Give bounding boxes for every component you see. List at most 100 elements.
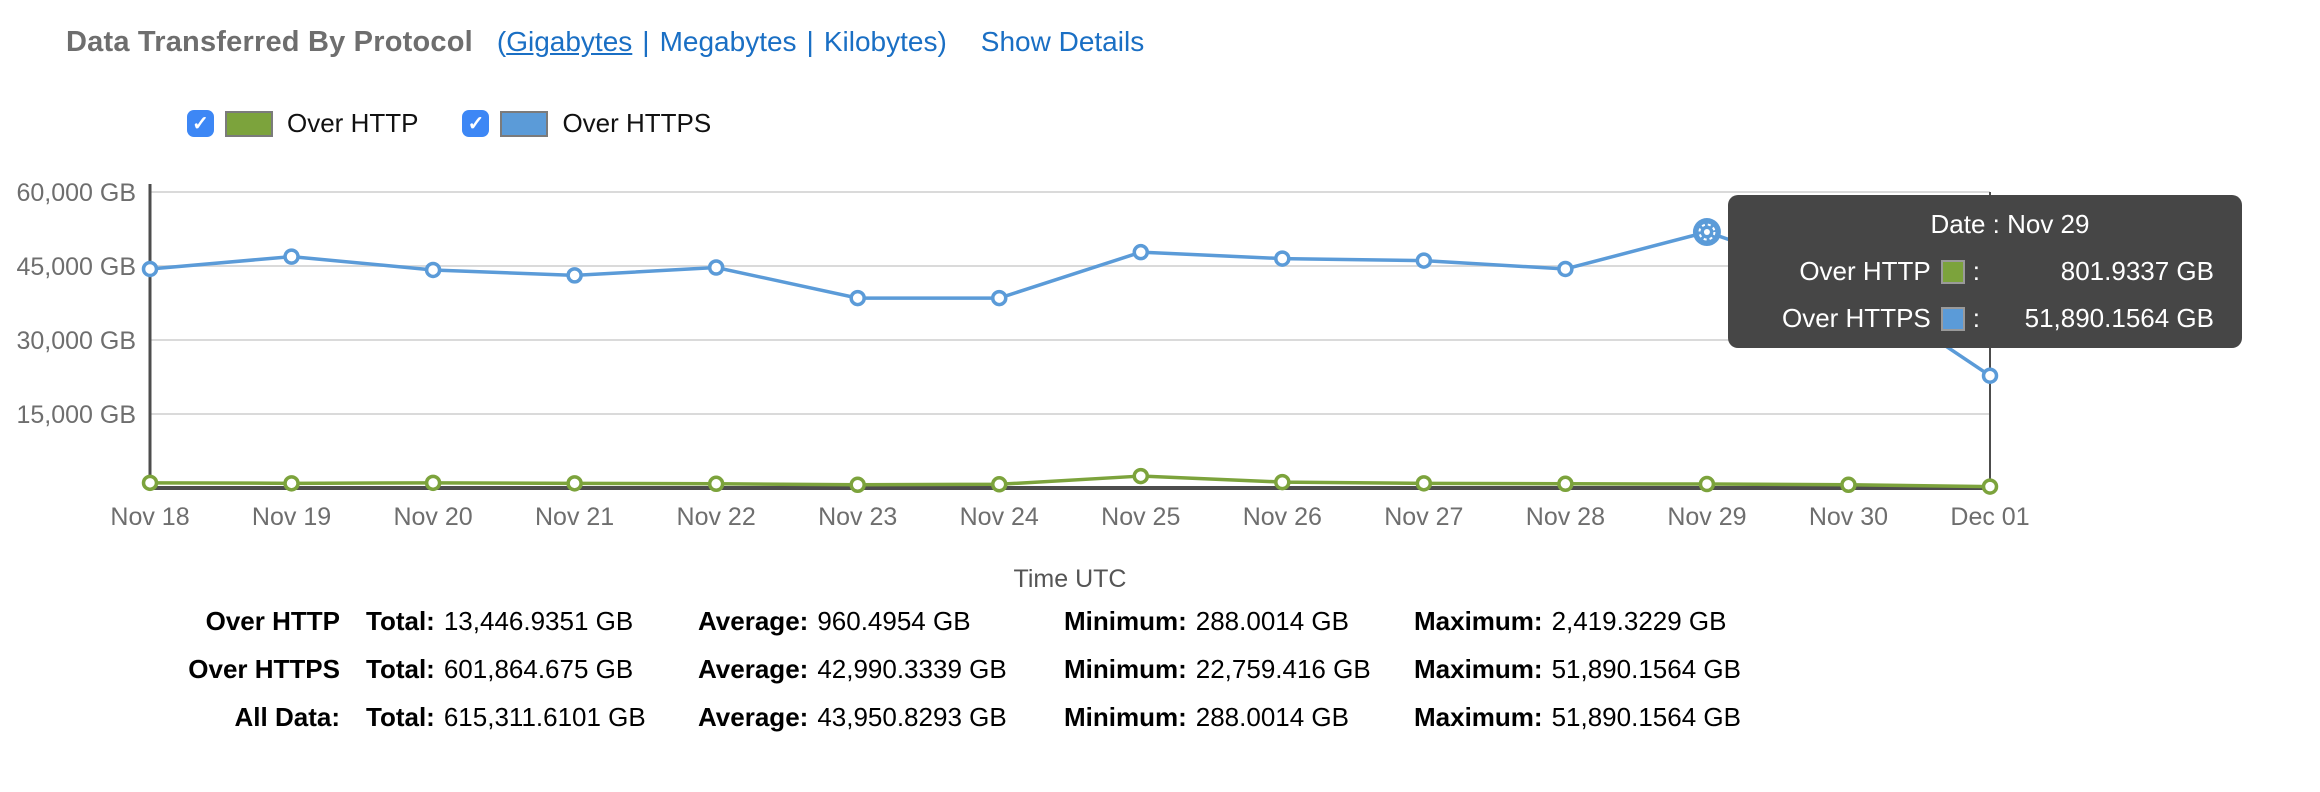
total-stat: Total: 13,446.9351 GB [366, 606, 634, 636]
maximum-stat: Maximum: 51,890.1564 GB [1414, 702, 1741, 732]
unit-separator: | [642, 26, 650, 57]
summary-row-label: All Data: [234, 702, 340, 732]
data-point-over-http-nov-18[interactable] [141, 474, 159, 492]
minimum-stat: Minimum: 22,759.416 GB [1064, 654, 1371, 684]
data-point-over-https-nov-23[interactable] [849, 289, 866, 307]
x-axis-title: Time UTC [1014, 565, 1127, 593]
data-point-over-https-nov-19[interactable] [283, 248, 300, 265]
tooltip-series-name: Over HTTP [1799, 256, 1931, 286]
x-axis-tick-label: Dec 01 [1950, 503, 2029, 531]
x-axis-tick-label: Nov 24 [960, 503, 1039, 531]
data-point-over-http-nov-19[interactable] [283, 475, 300, 492]
data-point-over-http-nov-20[interactable] [424, 474, 442, 492]
page-title: Data Transferred By Protocol [66, 26, 473, 58]
checkmark-icon: ✓ [192, 112, 209, 135]
data-point-over-https-nov-25[interactable] [1132, 243, 1150, 261]
unit-link-gigabytes[interactable]: Gigabytes [506, 26, 633, 57]
data-point-over-http-nov-29[interactable] [1698, 475, 1716, 493]
summary-row-label: Over HTTP [205, 606, 340, 636]
x-axis-tick-label: Nov 26 [1243, 503, 1322, 531]
tooltip-date: Date : Nov 29 [1930, 209, 2090, 239]
maximum-stat: Maximum: 2,419.3229 GB [1414, 606, 1727, 636]
data-point-over-http-nov-28[interactable] [1557, 475, 1574, 493]
x-axis-tick-label: Nov 20 [393, 503, 472, 531]
unit-link-megabytes[interactable]: Megabytes [659, 26, 797, 57]
data-point-over-http-nov-23[interactable] [849, 476, 866, 494]
checkmark-icon: ✓ [467, 112, 485, 135]
tooltip-colon: : [1972, 303, 1980, 333]
summary-row-over-http: Over HTTP Total: 13,446.9351 GB Average: 9… [0, 606, 1900, 654]
x-axis-tick-label: Nov 22 [677, 503, 756, 531]
x-axis-tick-label: Nov 23 [818, 503, 897, 531]
highlight-ring [1698, 223, 1716, 241]
total-stat: Total: 601,864.675 GB [366, 654, 634, 684]
minimum-stat: Minimum: 288.0014 GB [1064, 606, 1349, 636]
tooltip-row-over-https: Over HTTPS : 51,890.1564 GB [1746, 303, 2214, 334]
over-http-checkbox[interactable]: ✓ [187, 110, 214, 137]
data-point-over-http-nov-25[interactable] [1132, 467, 1150, 485]
data-point-over-http-nov-27[interactable] [1415, 475, 1433, 492]
y-axis-tick-label: 30,000 GB [16, 327, 136, 355]
over-https-tooltip-swatch [1940, 306, 1965, 331]
data-point-over-https-nov-26[interactable] [1274, 250, 1291, 267]
data-point-over-https-nov-18[interactable] [141, 260, 159, 278]
unit-link-kilobytes[interactable]: Kilobytes [823, 26, 938, 57]
x-axis-tick-label: Nov 18 [110, 503, 189, 531]
average-stat: Average: 43,950.8293 GB [698, 702, 1007, 732]
x-axis-tick-label: Nov 27 [1384, 503, 1463, 531]
over-https-color-swatch [500, 110, 549, 137]
tooltip-colon: : [1972, 256, 1980, 286]
y-axis-tick-label: 15,000 GB [16, 401, 136, 429]
x-axis-tick-label: Nov 19 [252, 503, 331, 531]
tooltip-value: 51,890.1564 GB [2024, 303, 2214, 333]
x-axis-tick-label: Nov 28 [1526, 503, 1605, 531]
total-stat: Total: 615,311.6101 GB [366, 702, 646, 732]
tooltip-row-over-http: Over HTTP : 801.9337 GB [1746, 256, 2214, 287]
legend-item-over-https[interactable]: ✓ Over HTTPS [462, 108, 711, 139]
over-https-checkbox[interactable]: ✓ [462, 110, 490, 137]
data-point-over-https-nov-27[interactable] [1415, 252, 1433, 269]
summary-row-over-https: Over HTTPS Total: 601,864.675 GB Average:… [0, 654, 1900, 702]
legend-item-over-http[interactable]: ✓ Over HTTP [187, 108, 418, 139]
legend-label-over-http: Over HTTP [287, 108, 419, 138]
data-point-over-http-nov-22[interactable] [707, 475, 725, 493]
over-http-tooltip-swatch [1940, 259, 1965, 284]
data-point-over-https-nov-24[interactable] [990, 289, 1008, 307]
summary-stats: Over HTTP Total: 13,446.9351 GB Average: 9… [0, 606, 1900, 750]
series-line-over-http [149, 474, 1991, 489]
average-stat: Average: 42,990.3339 GB [698, 654, 1007, 684]
data-point-over-https-nov-22[interactable] [707, 259, 725, 276]
tooltip-value: 801.9337 GB [2060, 256, 2214, 286]
data-point-over-https-nov-21[interactable] [566, 267, 583, 284]
open-paren: ( [496, 26, 507, 57]
y-axis-tick-label: 60,000 GB [16, 179, 136, 207]
data-point-over-https-nov-28[interactable] [1557, 260, 1574, 278]
x-axis-tick-label: Nov 25 [1101, 503, 1180, 531]
data-point-over-http-nov-26[interactable] [1274, 473, 1291, 491]
data-point-over-https-dec-01[interactable] [1981, 367, 1999, 384]
summary-row-label: Over HTTPS [188, 654, 340, 684]
y-axis-tick-label: 45,000 GB [16, 253, 136, 281]
chart-legend: ✓ Over HTTP ✓ Over HTTPS [187, 108, 711, 139]
unit-selector: (Gigabytes | Megabytes | Kilobytes) [497, 26, 947, 58]
show-details-link[interactable]: Show Details [980, 26, 1145, 57]
tooltip-series-name: Over HTTPS [1781, 303, 1931, 333]
data-point-over-http-nov-21[interactable] [566, 475, 583, 492]
data-point-over-http-nov-30[interactable] [1840, 476, 1857, 494]
chart-tooltip: Date : Nov 29 Over HTTP : 801.9337 GB Ov… [1728, 195, 2242, 348]
chart-header: Data Transferred By Protocol (Gigabytes |… [66, 26, 1144, 59]
summary-row-all-data: All Data: Total: 615,311.6101 GB Average:… [0, 702, 1900, 750]
x-axis-tick-label: Nov 29 [1667, 503, 1746, 531]
x-axis-tick-label: Nov 21 [535, 503, 614, 531]
series-line-over-https [149, 230, 1991, 378]
highlight-center-dot [1703, 229, 1710, 236]
legend-label-over-https: Over HTTPS [562, 108, 712, 138]
x-axis-tick-label: Nov 30 [1809, 503, 1888, 531]
data-point-over-https-nov-20[interactable] [424, 261, 442, 279]
unit-separator: | [806, 26, 814, 57]
data-point-over-http-nov-24[interactable] [990, 476, 1008, 493]
average-stat: Average: 960.4954 GB [698, 606, 971, 636]
minimum-stat: Minimum: 288.0014 GB [1064, 702, 1349, 732]
data-point-over-http-dec-01[interactable] [1981, 478, 1999, 495]
